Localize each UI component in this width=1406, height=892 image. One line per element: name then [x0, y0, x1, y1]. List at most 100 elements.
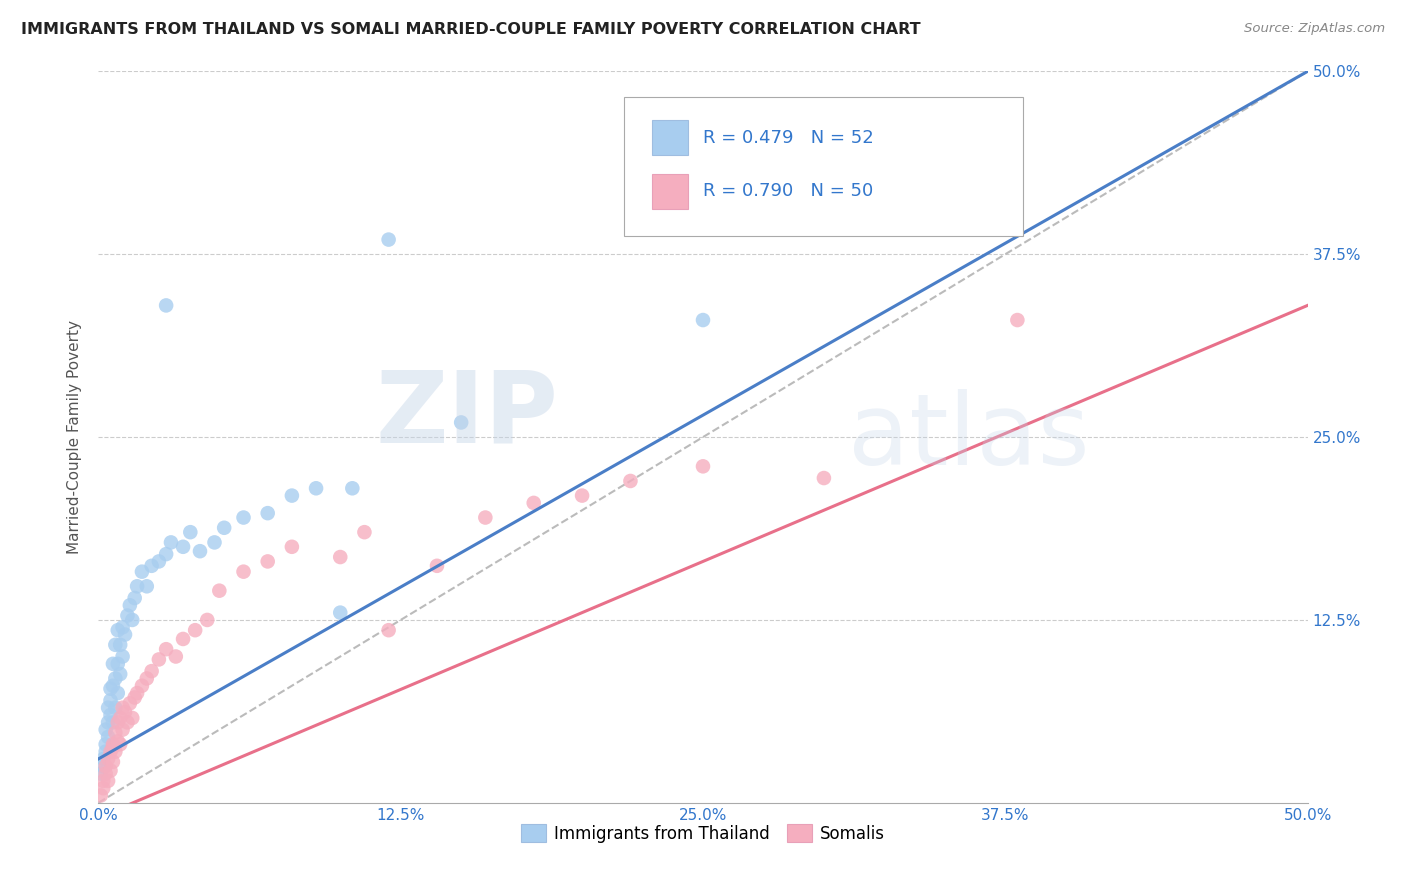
Point [148, 554, 170, 568]
Point [342, 481, 364, 495]
Point [114, 627, 136, 641]
Point [97, 752, 120, 766]
Point [91, 752, 114, 766]
Point [148, 652, 170, 666]
Text: R = 0.479   N = 52: R = 0.479 N = 52 [703, 129, 873, 147]
Point [256, 506, 278, 520]
Point [155, 642, 177, 657]
Point [104, 745, 127, 759]
Point [121, 711, 143, 725]
Text: Source: ZipAtlas.com: Source: ZipAtlas.com [1244, 22, 1385, 36]
Point [108, 711, 131, 725]
Point [101, 679, 124, 693]
Point [107, 657, 129, 671]
Point [329, 549, 352, 564]
Point [124, 591, 146, 605]
Point [692, 313, 714, 327]
Point [101, 737, 124, 751]
Point [104, 725, 127, 739]
Point [160, 535, 183, 549]
Point [111, 649, 134, 664]
Point [281, 540, 304, 554]
Point [450, 416, 472, 430]
Point [692, 459, 714, 474]
Point [256, 554, 278, 568]
Point [813, 471, 835, 485]
Text: ZIP: ZIP [375, 367, 558, 464]
Point [131, 565, 153, 579]
Point [305, 481, 328, 495]
Point [91, 781, 114, 796]
Point [100, 745, 122, 759]
Point [91, 759, 114, 773]
Point [91, 773, 114, 788]
Point [195, 613, 218, 627]
Point [104, 700, 127, 714]
Point [94, 737, 117, 751]
Point [117, 608, 139, 623]
Point [208, 583, 231, 598]
Bar [652, 174, 689, 209]
Point [100, 681, 122, 696]
Point [90, 789, 112, 803]
Point [474, 510, 496, 524]
Point [141, 558, 163, 573]
Point [179, 525, 201, 540]
Point [184, 623, 207, 637]
Point [111, 700, 134, 714]
Point [135, 579, 157, 593]
Point [172, 632, 194, 646]
Point [165, 649, 187, 664]
Text: R = 0.790   N = 50: R = 0.790 N = 50 [703, 182, 873, 201]
Point [111, 723, 134, 737]
Point [232, 510, 254, 524]
Point [101, 657, 124, 671]
Point [107, 734, 129, 748]
Point [127, 579, 149, 593]
Y-axis label: Married-Couple Family Poverty: Married-Couple Family Poverty [67, 320, 83, 554]
Point [377, 623, 399, 637]
Point [377, 233, 399, 247]
Point [118, 696, 141, 710]
Point [107, 715, 129, 730]
Point [155, 547, 177, 561]
Point [100, 693, 122, 707]
Point [124, 690, 146, 705]
Point [1007, 313, 1029, 327]
Point [108, 737, 131, 751]
Point [97, 700, 120, 714]
Point [212, 521, 235, 535]
Point [329, 606, 352, 620]
Point [155, 298, 177, 312]
Point [100, 764, 122, 778]
Text: atlas: atlas [848, 389, 1090, 485]
Point [104, 672, 127, 686]
Point [232, 565, 254, 579]
Legend: Immigrants from Thailand, Somalis: Immigrants from Thailand, Somalis [515, 818, 891, 849]
Point [135, 672, 157, 686]
Point [426, 558, 449, 573]
Point [108, 667, 131, 681]
Point [94, 766, 117, 780]
Point [97, 715, 120, 730]
Bar [652, 120, 689, 155]
Point [104, 638, 127, 652]
Point [121, 613, 143, 627]
Point [114, 705, 136, 719]
Point [117, 715, 139, 730]
Point [90, 766, 112, 780]
FancyBboxPatch shape [624, 97, 1024, 235]
Point [101, 740, 124, 755]
Point [141, 664, 163, 678]
Point [100, 708, 122, 723]
Point [619, 474, 641, 488]
Point [131, 679, 153, 693]
Point [101, 715, 124, 730]
Point [111, 620, 134, 634]
Point [118, 599, 141, 613]
Point [204, 535, 226, 549]
Point [97, 773, 120, 788]
Point [107, 623, 129, 637]
Point [94, 723, 117, 737]
Point [101, 755, 124, 769]
